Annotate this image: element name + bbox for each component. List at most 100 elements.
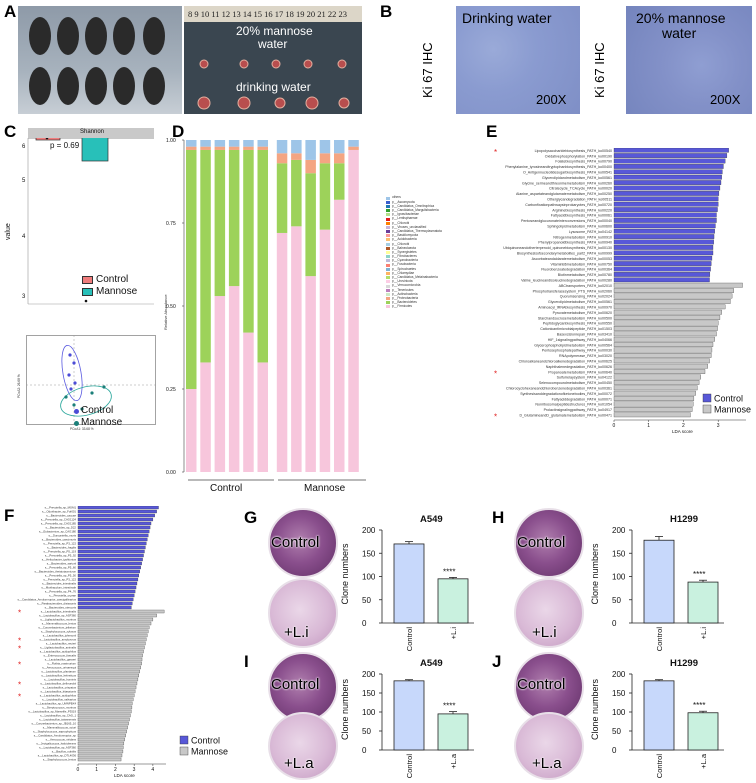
- abundance-legend-item: p__Bacteroidetes: [386, 300, 450, 305]
- abundance-legend-item: p__Candidatus_Melainabacteria: [386, 275, 450, 280]
- f-lda-bar: [77, 665, 141, 670]
- f-lda-label: s__Bacteroides_intestinalis: [42, 582, 76, 586]
- clone-significance: ****: [443, 567, 455, 576]
- e-lda-bar: [613, 266, 711, 272]
- f-lda-label: s__Duncaniella_muris: [48, 534, 76, 538]
- dish-g-control-label: Control: [271, 534, 320, 551]
- stack-segment-others: [200, 140, 211, 147]
- stack-segment-p--proteobacteria: [305, 159, 316, 174]
- box-mannose: [81, 138, 109, 162]
- abundance-legend-swatch: [386, 292, 390, 296]
- stack-segment-p--proteobacteria: [186, 146, 197, 150]
- ihc-right-title-2: water: [662, 25, 697, 41]
- e-lda-bar: [613, 153, 728, 158]
- f-lda-bar: [77, 613, 157, 618]
- f-lda-bar: [77, 517, 154, 522]
- e-lda-bar: [613, 272, 711, 277]
- e-lda-label: Argininebiosynthesis_PATH_ko00220: [552, 208, 612, 212]
- f-lda-label: s__Lactobacillus_kitasatonis: [41, 690, 77, 694]
- pcoa-plot: [26, 335, 156, 425]
- e-lda-bar: [613, 261, 712, 266]
- shannon-title: Shannon: [80, 129, 105, 135]
- f-legend-control-swatch: [179, 735, 189, 745]
- f-lda-label: s__Prevotella_sp_P5_119: [44, 550, 77, 554]
- e-lda-label: Phenylalanine_tyrosineandtryptophanbiosy…: [505, 165, 612, 169]
- stack-segment-p--bacteroidetes: [276, 163, 288, 233]
- e-legend-control-label: Control: [714, 394, 743, 404]
- panel-label-h: H: [492, 508, 505, 527]
- e-lda-bar: [613, 309, 722, 315]
- clone-ytick-label: 50: [362, 596, 371, 605]
- f-lda-tick-label: 0: [77, 767, 80, 773]
- panel-label-d: D: [172, 122, 185, 141]
- abundance-legend-item: p__Chlorobi: [386, 221, 450, 225]
- clone-ytick-label: 0: [612, 746, 617, 755]
- clone-significance: ****: [693, 570, 705, 579]
- ihc-left-title: Drinking water: [462, 10, 552, 26]
- e-lda-label: ABCtransporters_PATH_ko02010: [559, 284, 612, 288]
- f-lda-bar: [77, 561, 142, 566]
- abundance-legend-label: p__Bacteroidetes: [392, 300, 417, 305]
- f-lda-tick-label: 1: [95, 767, 98, 773]
- clone-bar: [687, 581, 719, 624]
- e-lda-label: Synthesisanddegradationofketonebodies_PA…: [520, 392, 612, 396]
- e-lda-label: Glycerophospholipidmetabolism_PATH_ko005…: [534, 343, 612, 347]
- e-lda-bar: [613, 390, 696, 396]
- f-lda-label: s__Bacteroides_caecimuris: [42, 538, 77, 542]
- f-lda-label: s__Prevotella_sp_CAG1124: [41, 518, 77, 522]
- e-lda-bar: [613, 331, 717, 337]
- e-significance-star: *: [494, 413, 497, 422]
- panel-label-f: F: [4, 506, 15, 525]
- e-lda-label: Ubiquinoneandotherterpenoid_quinonebiosy…: [503, 246, 612, 250]
- abundance-legend-label: p__Chlorobi: [392, 220, 410, 225]
- clone-ytick-label: 200: [612, 526, 626, 535]
- e-lda-bar: [613, 304, 726, 310]
- abundance-legend-swatch: [386, 246, 390, 250]
- stack-segment-others: [319, 140, 331, 154]
- f-lda-bar: [77, 633, 148, 638]
- abundance-legend-item: p__Balneolaeota: [386, 246, 450, 250]
- dish-i-treated-label: +L.a: [284, 755, 314, 772]
- f-lda-label: s__Parabacteroides_distasonis: [37, 602, 76, 606]
- clone-bar-chart-j: H1299 200 150 100 50 0 Clone numbers Control +L.…: [590, 658, 724, 778]
- clone-g-title: A549: [420, 514, 443, 525]
- e-lda-label: Biosynthesisofsecondarymetabolites_part2…: [517, 252, 612, 256]
- e-lda-label: Glycine_serineandthreoninemetabolism_PAT…: [522, 181, 612, 185]
- e-lda-bar: [613, 180, 722, 185]
- f-lda-label: s__Prevotella_sp_CAG1185: [41, 522, 77, 526]
- f-lda-label: s__Lactobacillus_plantarum: [41, 670, 76, 674]
- abundance-legend-label: p__Chlorobi: [392, 241, 410, 246]
- e-lda-label: Prolactinsignalingpathway_PATH_ko04917: [544, 408, 612, 412]
- abundance-legend-label: p__Candidatus_Thermoplasmatota: [392, 228, 442, 233]
- f-lda-label: s__Candidatus_Amulumruptor_sp: [34, 734, 77, 738]
- abundance-legend-item: p__Ascomycota: [386, 200, 450, 204]
- e-lda-bar: [613, 347, 713, 353]
- f-lda-label: s__Lactobacillus_intestinalis: [41, 610, 77, 614]
- e-lda-label: Folatebiosynthesis_PATH_ko00790: [555, 160, 612, 164]
- e-lda-label: RNApolymerase_PATH_ko03020: [559, 354, 612, 358]
- e-lda-bar: [613, 358, 710, 364]
- e-lda-label: Fattyaciddegradation_PATH_ko00071: [552, 397, 612, 401]
- tumors-drawing: [197, 59, 350, 110]
- abundance-legend-swatch: [386, 200, 390, 204]
- f-lda-xlabel: LDA score: [114, 773, 135, 778]
- abundance-legend-item: p__Viruses_unclassified: [386, 225, 450, 229]
- clone-xtick-label: Control: [405, 754, 414, 779]
- abundance-legend-swatch: [386, 251, 390, 255]
- abundance-ytick-label: 0.25: [166, 387, 176, 393]
- e-lda-label: Starchandsucrosemetabolism_PATH_ko00500: [538, 316, 612, 320]
- clone-ytick-label: 0: [362, 619, 367, 628]
- f-lda-label: s__Lactobacillus_reuteri: [46, 642, 77, 646]
- stack-segment-p--firmicutes: [334, 199, 345, 472]
- e-lda-label: Biotinmetabolism_PATH_ko00780: [558, 273, 612, 277]
- stack-segment-p--bacteroidetes: [291, 159, 302, 227]
- clone-ytick-label: 150: [362, 689, 376, 698]
- e-lda-bar: [613, 277, 710, 283]
- f-significance-star: *: [18, 661, 21, 670]
- panel-label-e: E: [486, 122, 498, 141]
- clone-ytick-label: 100: [612, 573, 626, 582]
- f-lda-bar: [77, 673, 140, 678]
- stack-segment-p--bacteroidetes: [319, 163, 331, 230]
- f-lda-label: s__Lactobacillus_sp_Marseille_P3519: [28, 710, 76, 714]
- dish-h-treated-label: +L.i: [532, 624, 557, 641]
